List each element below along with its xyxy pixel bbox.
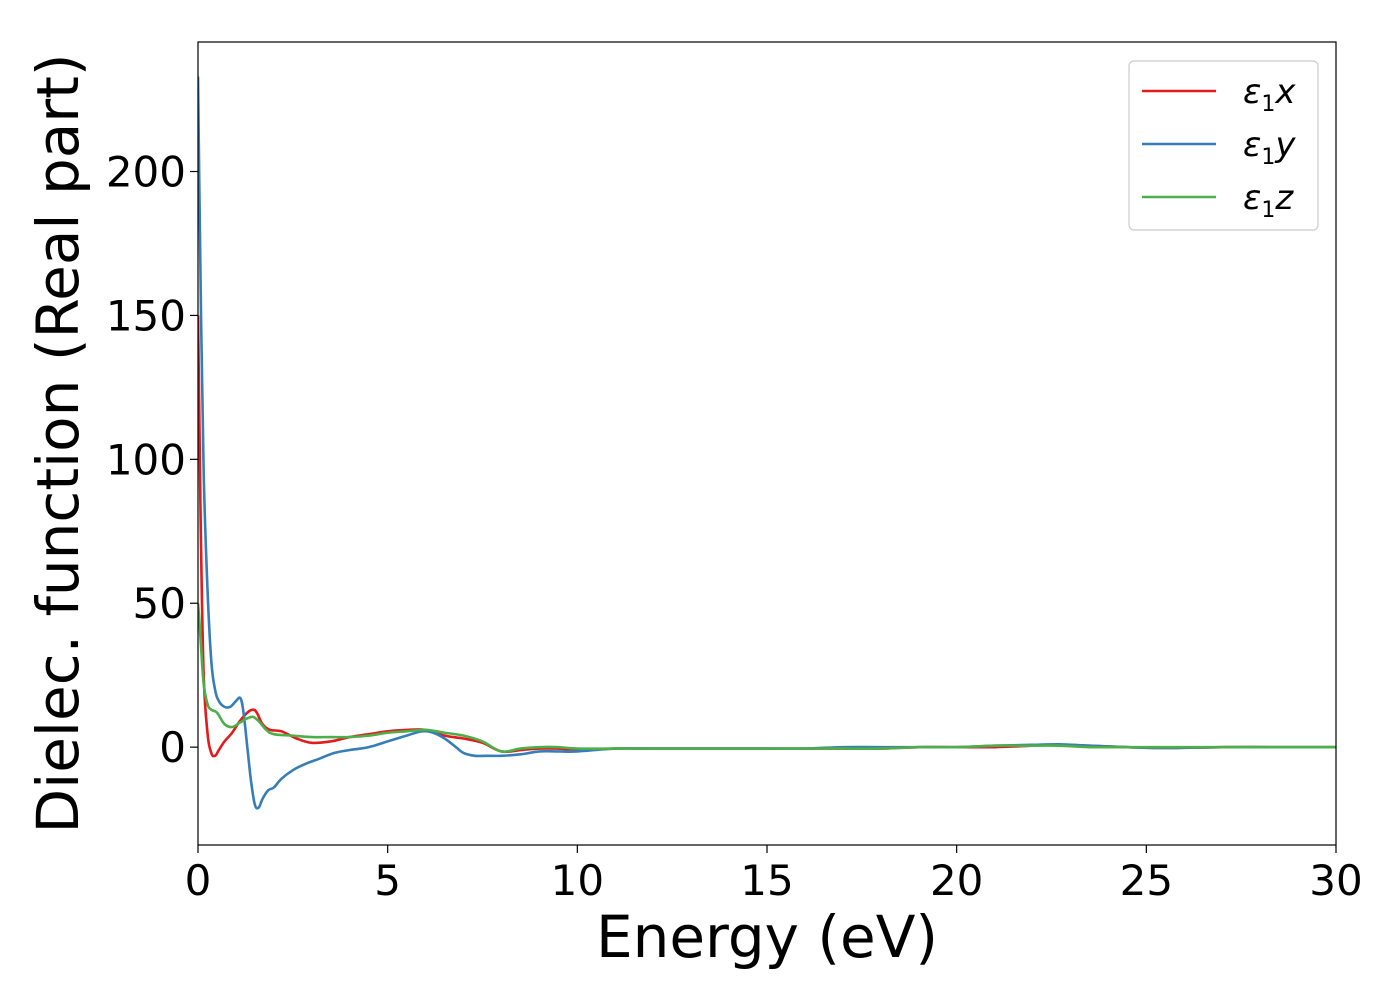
legend: ε1x ε1y ε1z: [1128, 60, 1319, 231]
legend-box: [1128, 60, 1319, 231]
y-tick-label: 150: [106, 291, 186, 340]
x-tick-label: 25: [1120, 856, 1173, 905]
x-tick-label: 20: [930, 856, 983, 905]
legend-label: ε1z: [1243, 178, 1294, 223]
legend-item-x: ε1x: [1142, 72, 1296, 117]
x-tick-label: 15: [740, 856, 793, 905]
y-axis-label: Dielec. function (Real part): [24, 53, 92, 833]
x-tick-label: 5: [374, 856, 401, 905]
series-layer: [198, 76, 1336, 810]
y-tick-label: 50: [133, 579, 186, 628]
series-line-x: [198, 315, 1336, 758]
legend-label: ε1x: [1243, 72, 1296, 117]
legend-item-z: ε1z: [1142, 178, 1294, 223]
y-tick-label: 200: [106, 148, 186, 197]
axes-layer: 0 5 10 15 20 25 30 0 50 100 150 200 Energy (eV) Diele…: [24, 41, 1363, 971]
series-line-z: [198, 603, 1336, 754]
x-tick-label: 10: [551, 856, 604, 905]
y-tick-label: 100: [106, 435, 186, 484]
x-tick-label: 0: [185, 856, 212, 905]
x-tick-label: 30: [1309, 856, 1362, 905]
x-axis-label: Energy (eV): [596, 903, 938, 971]
legend-label: ε1y: [1243, 125, 1296, 170]
legend-item-y: ε1y: [1142, 125, 1296, 170]
y-tick-label: 0: [159, 723, 186, 772]
